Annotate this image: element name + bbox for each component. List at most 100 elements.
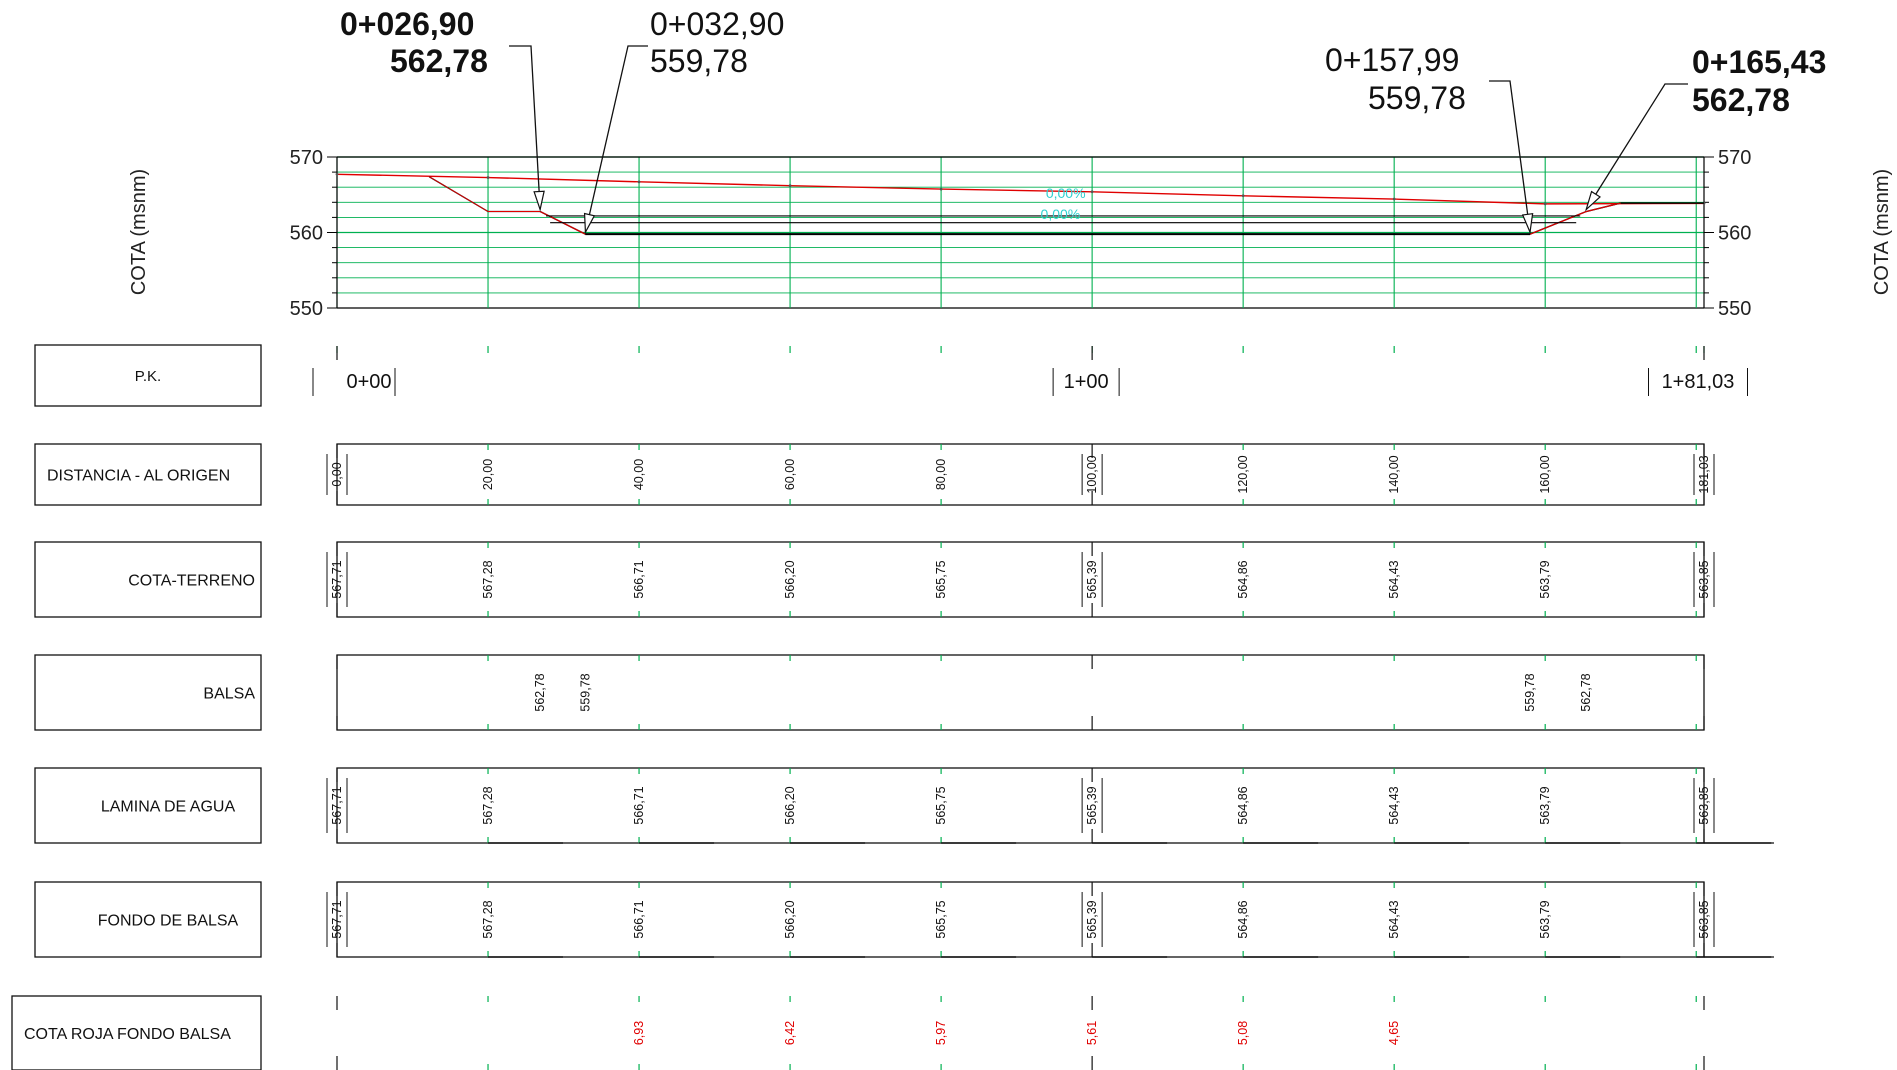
pk-label: 0+00 (346, 371, 391, 393)
row-value: 567,71 (330, 786, 344, 824)
guitar-value-box (336, 541, 1705, 618)
row-value: 100,00 (1085, 455, 1099, 493)
guitar-value-box (336, 767, 1705, 844)
row-value: 40,00 (632, 459, 646, 490)
row-value: 564,86 (1236, 900, 1250, 938)
row-value: 567,28 (481, 786, 495, 824)
callout-pk: 0+157,99 (1325, 42, 1459, 78)
guitar-label-box (34, 767, 262, 844)
guitar-label-box (34, 654, 262, 731)
pk-label: 1+81,03 (1662, 371, 1735, 393)
guitar-row-label: COTA-TERRENO (128, 573, 255, 590)
terrain-point (1543, 202, 1547, 206)
row-value: 565,75 (934, 786, 948, 824)
terrain-point (939, 187, 943, 191)
row-value: 5,08 (1236, 1021, 1250, 1045)
callout-elev: 562,78 (1692, 82, 1790, 118)
terrain-line (336, 173, 1705, 205)
row-value: 567,28 (481, 560, 495, 598)
row-value: 6,93 (632, 1021, 646, 1045)
y-tick-label-left: 570 (290, 147, 323, 169)
row-value: 563,79 (1538, 900, 1552, 938)
y-tick-label-right: 550 (1718, 298, 1751, 320)
guitar-value-box (336, 881, 1705, 958)
guitar-label-box (34, 443, 262, 506)
row-value: 565,39 (1085, 900, 1099, 938)
guitar-value-box (336, 443, 1705, 506)
row-value: 181,03 (1697, 455, 1711, 493)
terrain-point (788, 184, 792, 188)
pk-label: 1+00 (1064, 371, 1109, 393)
guitar-value-box (336, 654, 1705, 731)
terrain-point (637, 180, 641, 184)
y-tick-label-left: 550 (290, 298, 323, 320)
slope-label: 0,00% (1046, 185, 1086, 201)
y-axis-title-left: COTA (msnm) (128, 169, 150, 295)
slope-label: 0,00% (1041, 206, 1081, 222)
guitar-table: P.K. 0+00 1+00 1+81,03 DISTANCIA - AL ORIGEN… (11, 344, 1774, 1070)
guitar-label-box (34, 344, 262, 407)
row-value: 567,28 (481, 900, 495, 938)
callout-pk: 0+026,90 (340, 6, 474, 42)
row-value: 562,78 (1579, 673, 1593, 711)
balsa-left-cut (428, 176, 541, 213)
guitar-row-label: COTA ROJA FONDO BALSA (24, 1026, 231, 1043)
row-value: 0,00 (330, 462, 344, 486)
row-value: 80,00 (934, 459, 948, 490)
callout-pk: 0+165,43 (1692, 44, 1826, 80)
guitar-row-label: DISTANCIA - AL ORIGEN (47, 468, 230, 485)
y-axis-title-right: COTA (msnm) (1871, 169, 1893, 295)
guitar-row-label: BALSA (203, 686, 255, 703)
row-value: 565,75 (934, 900, 948, 938)
terrain-point (1241, 194, 1245, 198)
balsa-left-berm (428, 176, 541, 213)
row-value: 562,78 (533, 673, 547, 711)
row-value: 5,61 (1085, 1021, 1099, 1045)
row-value: 567,71 (330, 560, 344, 598)
guitar-row-label: FONDO DE BALSA (98, 913, 239, 930)
row-value: 120,00 (1236, 455, 1250, 493)
guitar-row-label: LAMINA DE AGUA (101, 799, 236, 816)
y-tick-label-right: 560 (1718, 223, 1751, 245)
row-value: 559,78 (1523, 673, 1537, 711)
callout-arrowhead (583, 212, 596, 235)
row-value: 160,00 (1538, 455, 1552, 493)
row-value: 567,71 (330, 900, 344, 938)
guitar-label-box (34, 541, 262, 618)
row-value: 563,79 (1538, 560, 1552, 598)
callout-elev: 559,78 (650, 43, 748, 79)
row-value: 566,20 (783, 900, 797, 938)
guitar-label-box (11, 995, 262, 1070)
terrain-point (1090, 190, 1094, 194)
callout-arrowhead (1585, 190, 1601, 212)
row-value: 565,39 (1085, 786, 1099, 824)
callout-leader (1489, 80, 1531, 233)
row-value: 564,43 (1387, 560, 1401, 598)
callout-pk: 0+032,90 (650, 6, 784, 42)
row-value: 563,85 (1697, 786, 1711, 824)
callout-leader (1585, 83, 1688, 210)
callout-leader (509, 45, 541, 210)
y-tick-label-right: 570 (1718, 147, 1751, 169)
row-value: 564,86 (1236, 560, 1250, 598)
terrain-point (1392, 197, 1396, 201)
row-value: 566,71 (632, 900, 646, 938)
callout-leader (584, 45, 648, 233)
row-value: 564,86 (1236, 786, 1250, 824)
row-value: 20,00 (481, 459, 495, 490)
callout-elev: 559,78 (1368, 80, 1466, 116)
row-value: 563,79 (1538, 786, 1552, 824)
row-value: 140,00 (1387, 455, 1401, 493)
row-value: 5,97 (934, 1021, 948, 1045)
row-value: 565,75 (934, 560, 948, 598)
row-value: 564,43 (1387, 786, 1401, 824)
callout-elev: 562,78 (390, 43, 488, 79)
row-value: 563,85 (1697, 900, 1711, 938)
terrain-point (486, 176, 490, 179)
guitar-label-pk: P.K. (135, 368, 161, 385)
profile-grid: 570 570 560 560 550 550 COTA (msnm) COTA (msnm) (128, 147, 1893, 320)
profile-lines: 0,00% 0,00% (335, 172, 1706, 236)
row-value: 559,78 (578, 673, 592, 711)
